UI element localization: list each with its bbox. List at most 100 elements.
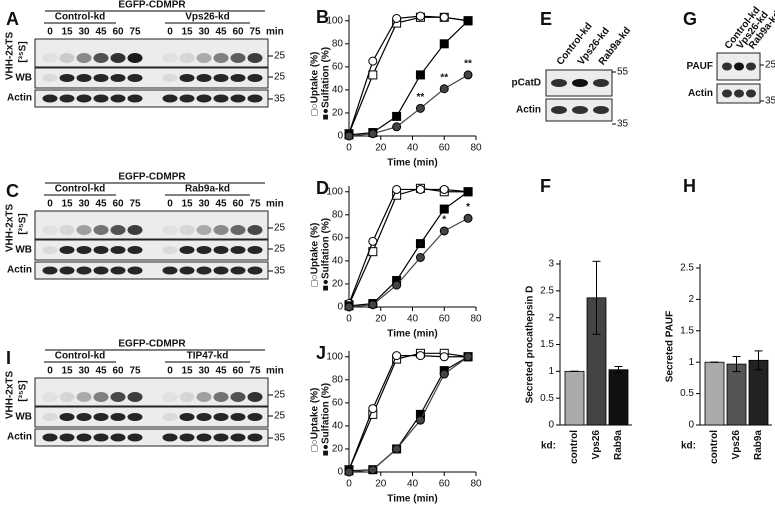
marker <box>368 56 378 66</box>
blot-band <box>179 225 195 235</box>
series-line <box>348 191 469 307</box>
time-label: 30 <box>198 199 210 210</box>
panel-letter: F <box>540 176 551 196</box>
y-axis-title: □○Uptake (%) <box>310 52 321 116</box>
blot-band <box>42 53 58 63</box>
marker <box>344 302 354 312</box>
annotation: ** <box>417 92 425 103</box>
marker <box>439 352 449 362</box>
time-label: 45 <box>95 199 107 210</box>
time-label: 45 <box>215 27 227 38</box>
blot-band <box>110 74 126 82</box>
blot-band <box>59 225 75 235</box>
series-line <box>348 187 469 305</box>
panel-letter: B <box>316 7 329 27</box>
blot-band <box>196 392 212 402</box>
marker <box>415 415 425 425</box>
blot-band <box>93 53 109 63</box>
marker <box>439 204 449 214</box>
x-axis-title: Time (min) <box>387 494 437 505</box>
blot-band <box>59 266 75 275</box>
x-axis-title: Time (min) <box>387 329 437 340</box>
y-axis-title: ■●Sulfation (%) <box>321 47 332 120</box>
group-label: Vps26-kd <box>185 12 229 23</box>
blot-band <box>162 225 178 235</box>
marker <box>439 184 449 194</box>
marker <box>392 13 402 23</box>
blot-band <box>110 246 126 254</box>
blot-band <box>93 225 109 235</box>
blot-band <box>179 413 195 421</box>
blot-band <box>230 413 246 421</box>
blot-band <box>76 413 92 421</box>
time-label: 0 <box>47 27 53 38</box>
blot-band <box>42 413 58 421</box>
y-tick-label: 80 <box>332 374 344 385</box>
marker <box>415 239 425 249</box>
time-label: 30 <box>78 366 90 377</box>
blot-band <box>247 266 263 275</box>
blot-band <box>734 89 744 98</box>
blot-band <box>196 74 212 82</box>
panel-letter: I <box>6 348 11 368</box>
x-tick-label: Rab9a <box>613 430 624 460</box>
time-label: 60 <box>112 366 124 377</box>
marker <box>392 111 402 121</box>
blot-band <box>76 225 92 235</box>
y-axis-title: Secreted procathepsin D <box>525 286 536 404</box>
y-tick-label: 2 <box>688 294 694 305</box>
marker <box>368 129 378 139</box>
x-axis-title: Time (min) <box>387 158 437 169</box>
mw-label: 25 <box>274 223 286 234</box>
marker <box>415 351 425 361</box>
blot-band <box>230 53 246 63</box>
y-tick-label: 80 <box>332 38 344 49</box>
marker <box>368 236 378 246</box>
y-tick-label: 60 <box>332 61 344 72</box>
blot-band <box>247 392 263 402</box>
y-tick-label: 2.5 <box>540 285 554 296</box>
marker <box>439 84 449 94</box>
blot-band <box>59 246 75 254</box>
blot-band <box>59 94 75 103</box>
blot-band <box>196 246 212 254</box>
blot-band <box>127 246 143 254</box>
marker <box>368 300 378 310</box>
blot-band <box>110 266 126 275</box>
time-label: 15 <box>181 199 193 210</box>
y-tick-label: 0 <box>688 420 694 431</box>
time-label: 30 <box>198 366 210 377</box>
blot-band <box>162 433 178 442</box>
y-tick-label: 3 <box>548 259 554 270</box>
blot-band <box>93 433 109 442</box>
blot-band <box>247 225 263 235</box>
blot-band <box>230 266 246 275</box>
blot-band <box>110 413 126 421</box>
marker <box>368 465 378 475</box>
group-label: TIP47-kd <box>187 351 229 362</box>
marker <box>463 16 473 26</box>
blot-band <box>162 392 178 402</box>
error-bar <box>614 366 623 374</box>
blot-band <box>593 79 609 87</box>
blot-band <box>93 413 109 421</box>
blot-band <box>76 94 92 103</box>
marker <box>392 444 402 454</box>
blot-band <box>59 392 75 402</box>
blot-band <box>127 94 143 103</box>
row-label: WB <box>15 412 32 423</box>
marker <box>392 184 402 194</box>
time-label: 45 <box>215 366 227 377</box>
y-axis-title: □○Uptake (%) <box>310 388 321 452</box>
group-label: Control-kd <box>55 184 106 195</box>
y-tick-label: 0 <box>337 131 343 142</box>
time-label: 0 <box>167 199 173 210</box>
mw-label: 25 <box>765 60 775 71</box>
blot-strip <box>34 210 269 240</box>
x-tick-label: Vps26 <box>591 430 602 460</box>
blot-band <box>76 53 92 63</box>
blot-band <box>127 266 143 275</box>
mw-label: 35 <box>274 266 286 277</box>
blot-band <box>179 433 195 442</box>
marker <box>463 70 473 80</box>
